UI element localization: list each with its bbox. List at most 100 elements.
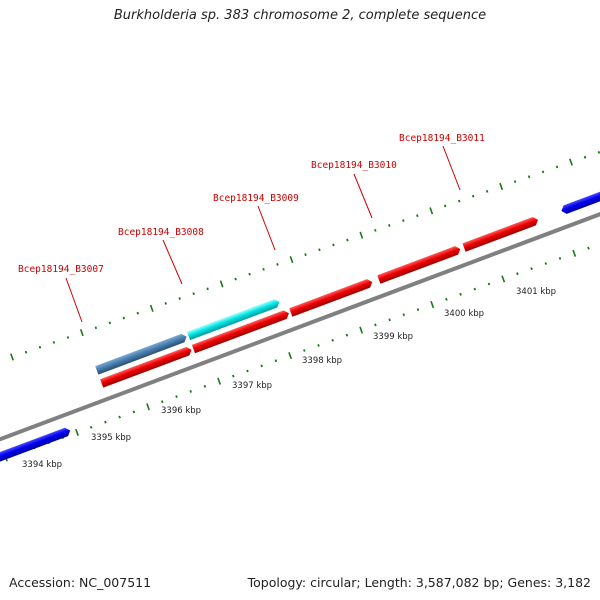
minor-tick xyxy=(108,321,112,325)
minor-tick xyxy=(248,272,251,276)
minor-tick xyxy=(516,272,519,276)
minor-tick xyxy=(388,318,391,322)
minor-tick xyxy=(443,204,447,208)
minor-tick xyxy=(587,246,590,250)
minor-tick xyxy=(388,224,391,227)
gene-steel-1[interactable] xyxy=(95,332,188,375)
accession-text: Accession: NC_007511 xyxy=(9,575,152,590)
minor-tick xyxy=(175,395,178,399)
minor-tick xyxy=(24,350,28,354)
minor-tick xyxy=(246,369,249,373)
minor-tick xyxy=(527,175,531,179)
minor-tick xyxy=(161,400,164,404)
inner-tick-track xyxy=(4,246,590,462)
minor-tick xyxy=(541,170,545,174)
major-tick xyxy=(149,304,154,312)
major-tick xyxy=(288,352,293,360)
minor-tick xyxy=(274,359,278,363)
major-tick xyxy=(501,275,506,283)
major-tick xyxy=(75,428,79,436)
minor-tick xyxy=(416,308,420,311)
major-tick xyxy=(499,182,504,191)
minor-tick xyxy=(555,165,559,169)
major-tick xyxy=(359,231,364,239)
gene-label-b3008: Bcep18194_B3008 xyxy=(118,227,204,238)
minor-tick xyxy=(558,256,562,260)
kbp-label-3401: 3401 kbp xyxy=(516,287,556,297)
minor-tick xyxy=(232,374,235,378)
major-tick xyxy=(569,158,573,166)
minor-tick xyxy=(303,349,306,352)
minor-tick xyxy=(203,384,207,388)
minor-tick xyxy=(136,311,140,315)
minor-tick xyxy=(485,189,489,193)
minor-tick xyxy=(402,313,406,317)
minor-tick xyxy=(189,390,192,393)
minor-tick xyxy=(471,194,475,198)
minor-tick xyxy=(52,340,56,344)
major-tick xyxy=(217,377,222,385)
minor-tick xyxy=(304,253,307,257)
minor-tick xyxy=(445,297,448,301)
minor-tick xyxy=(332,243,335,247)
minor-tick xyxy=(260,364,263,368)
gene-label-b3011: Bcep18194_B3011 xyxy=(399,133,485,144)
gene-reverse-left[interactable] xyxy=(0,426,72,470)
minor-tick xyxy=(94,326,98,330)
minor-tick xyxy=(89,425,93,429)
minor-tick xyxy=(276,263,279,266)
kbp-label-3394: 3394 kbp xyxy=(22,460,62,470)
gene-label-b3007: Bcep18194_B3007 xyxy=(18,264,104,275)
minor-tick xyxy=(530,267,533,271)
major-tick xyxy=(572,249,577,257)
minor-tick xyxy=(178,297,181,300)
major-tick xyxy=(10,353,14,361)
minor-tick xyxy=(262,267,265,271)
minor-tick xyxy=(164,301,167,305)
kbp-label-3395: 3395 kbp xyxy=(91,433,131,443)
kbp-label-3399: 3399 kbp xyxy=(373,332,413,342)
minor-tick xyxy=(318,248,321,252)
gene-b3010[interactable] xyxy=(377,245,462,284)
minor-tick xyxy=(402,219,405,222)
minor-tick xyxy=(206,287,209,291)
minor-tick xyxy=(487,282,491,286)
gene-label-b3010: Bcep18194_B3010 xyxy=(311,160,397,171)
minor-tick xyxy=(473,287,477,291)
major-tick xyxy=(289,256,294,264)
topology-summary: Topology: circular; Length: 3,587,082 bp… xyxy=(247,575,591,590)
minor-tick xyxy=(459,292,462,296)
gene-label-b3009: Bcep18194_B3009 xyxy=(213,193,299,204)
minor-tick xyxy=(104,420,107,424)
gene-b3008[interactable] xyxy=(186,298,281,341)
minor-tick xyxy=(66,336,70,339)
gene-reverse-right[interactable] xyxy=(560,180,600,215)
minor-tick xyxy=(234,277,237,281)
minor-tick xyxy=(118,415,121,419)
map-title: Burkholderia sp. 383 chromosome 2, compl… xyxy=(113,8,487,23)
kbp-label-3400: 3400 kbp xyxy=(444,309,484,319)
major-tick xyxy=(359,326,364,334)
minor-tick xyxy=(374,228,377,232)
minor-tick xyxy=(132,410,136,414)
minor-tick xyxy=(544,262,548,265)
gene-b3009a[interactable] xyxy=(191,309,291,354)
gene-b3007[interactable] xyxy=(100,346,193,388)
minor-tick xyxy=(192,292,195,296)
gene-b3009[interactable] xyxy=(289,278,374,317)
minor-tick xyxy=(346,238,349,242)
kbp-label-3398: 3398 kbp xyxy=(302,356,342,366)
major-tick xyxy=(79,329,84,337)
minor-tick xyxy=(38,345,42,349)
outer-tick-track xyxy=(10,150,600,361)
minor-tick xyxy=(374,323,377,327)
major-tick xyxy=(429,207,434,215)
minor-tick xyxy=(331,338,334,342)
kbp-label-3397: 3397 kbp xyxy=(232,381,272,391)
kbp-label-3396: 3396 kbp xyxy=(161,406,201,416)
minor-tick xyxy=(345,333,349,337)
gene-b3011[interactable] xyxy=(462,216,539,252)
minor-tick xyxy=(583,155,587,159)
major-tick xyxy=(219,280,224,288)
